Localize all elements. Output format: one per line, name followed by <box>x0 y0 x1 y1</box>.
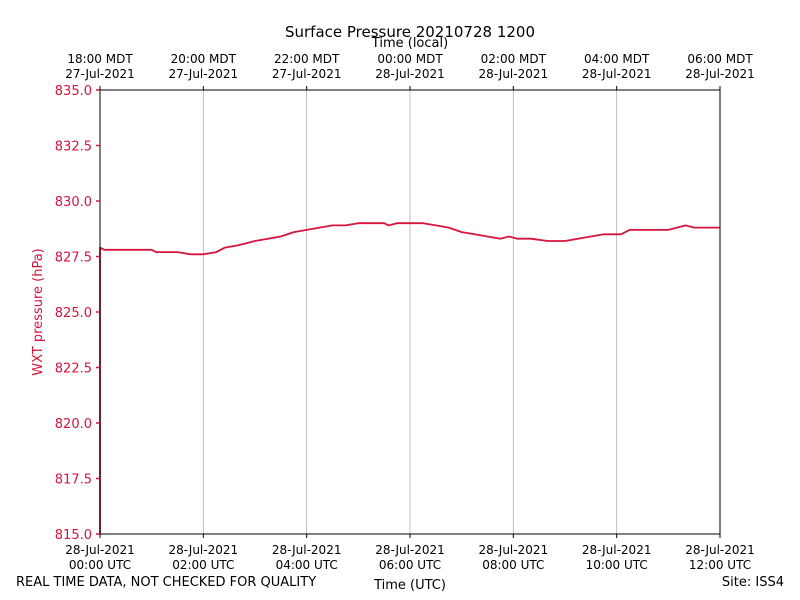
x-tick-label: 04:00 UTC <box>276 558 338 572</box>
y-tick-label: 835.0 <box>55 84 92 99</box>
x2-tick-label: 28-Jul-2021 <box>375 67 445 81</box>
x-axis-label: Time (UTC) <box>373 578 446 593</box>
x-tick-label: 00:00 UTC <box>69 558 131 572</box>
series-line-pressure <box>99 222 720 534</box>
x2-tick-label: 28-Jul-2021 <box>685 67 755 81</box>
x-tick-label: 08:00 UTC <box>482 558 544 572</box>
x-tick-label: 02:00 UTC <box>172 558 234 572</box>
series-layer <box>99 222 720 534</box>
x-tick-label: 12:00 UTC <box>689 558 751 572</box>
y-tick-label: 820.0 <box>55 417 92 432</box>
x2-tick-label: 04:00 MDT <box>584 52 650 66</box>
x2-tick-label: 06:00 MDT <box>687 52 753 66</box>
x2-tick-label: 00:00 MDT <box>377 52 443 66</box>
x2-tick-label: 02:00 MDT <box>481 52 547 66</box>
x-tick-label: 28-Jul-2021 <box>479 543 549 557</box>
chart-title: Surface Pressure 20210728 1200 <box>285 23 535 41</box>
x2-tick-label: 28-Jul-2021 <box>582 67 652 81</box>
y-tick-label: 825.0 <box>55 306 92 321</box>
grid-lines <box>202 90 618 534</box>
quality-disclaimer: REAL TIME DATA, NOT CHECKED FOR QUALITY <box>16 575 317 590</box>
y-tick-label: 832.5 <box>55 140 92 155</box>
x2-tick-label: 20:00 MDT <box>171 52 237 66</box>
x2-tick-label: 28-Jul-2021 <box>479 67 549 81</box>
x-tick-label: 28-Jul-2021 <box>65 543 135 557</box>
x2-tick-label: 27-Jul-2021 <box>65 67 135 81</box>
tick-layer: 815.0 817.5 820.0 822.5 825.0 827.5 830.0 832.5… <box>55 52 755 572</box>
y-tick-label: 817.5 <box>55 473 92 488</box>
site-label: Site: ISS4 <box>721 575 784 590</box>
x-tick-label: 28-Jul-2021 <box>582 543 652 557</box>
y-axis-label: WXT pressure (hPa) <box>31 248 46 376</box>
x-tick-label: 06:00 UTC <box>379 558 441 572</box>
y-tick-label: 827.5 <box>55 251 92 266</box>
x2-tick-label: 22:00 MDT <box>274 52 340 66</box>
x2-tick-label: 18:00 MDT <box>67 52 133 66</box>
x2-tick-label: 27-Jul-2021 <box>272 67 342 81</box>
x-tick-label: 28-Jul-2021 <box>169 543 239 557</box>
y-tick-label: 830.0 <box>55 195 92 210</box>
x-tick-label: 28-Jul-2021 <box>272 543 342 557</box>
x-tick-label: 28-Jul-2021 <box>375 543 445 557</box>
y-tick-label: 815.0 <box>55 528 92 543</box>
x-tick-label: 28-Jul-2021 <box>685 543 755 557</box>
y-tick-label: 822.5 <box>55 362 92 377</box>
x-tick-label: 10:00 UTC <box>586 558 648 572</box>
x2-tick-label: 27-Jul-2021 <box>169 67 239 81</box>
top-axis-label: Time (local) <box>371 36 448 51</box>
